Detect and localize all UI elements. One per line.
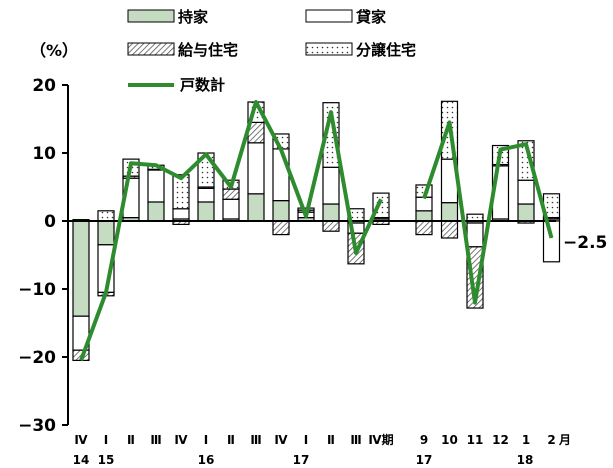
bar-kashiya xyxy=(322,166,340,205)
bar-mochiie xyxy=(440,202,459,222)
bar-bunjo xyxy=(97,210,115,222)
bar-kyuyo xyxy=(440,220,459,239)
x-year-label: 15 xyxy=(98,453,115,467)
x-tick-label: Ⅲ xyxy=(150,433,161,447)
bar-kashiya xyxy=(466,222,484,248)
bar-kashiya xyxy=(197,187,215,203)
bar-kyuyo xyxy=(322,220,340,232)
x-tick-label: Ⅳ xyxy=(74,433,88,447)
bar-kashiya xyxy=(542,220,561,263)
bar-kyuyo xyxy=(415,220,433,236)
legend-label-kashiya: 貸家 xyxy=(356,8,386,26)
total-series-line xyxy=(79,100,383,362)
y-tick-label: −30 xyxy=(18,416,56,436)
bar-mochiie xyxy=(97,220,115,246)
x-tick-label: 11 xyxy=(467,433,484,447)
bar-kashiya xyxy=(222,198,240,220)
bar-kashiya xyxy=(272,148,290,202)
bar-kashiya xyxy=(415,196,433,212)
x-tick-label: Ⅱ xyxy=(327,433,335,447)
legend-label-kyuyo: 給与住宅 xyxy=(178,41,238,59)
legend-swatch-kyuyo xyxy=(127,42,175,56)
bar-kashiya xyxy=(247,142,265,195)
x-tick-label: 1 xyxy=(522,433,530,447)
bar-bunjo xyxy=(172,174,190,210)
total-line xyxy=(79,100,554,362)
legend-label-bunjo: 分譲住宅 xyxy=(356,41,416,59)
x-year-label: 14 xyxy=(73,453,90,467)
x-axis-labels: Ⅳ Ⅰ Ⅱ Ⅲ Ⅳ Ⅰ Ⅱ Ⅲ Ⅳ Ⅰ Ⅱ Ⅲ Ⅳ期 9 10 11 12 1 2 月14 15 16 17 17 18 xyxy=(73,432,571,467)
bar-kyuyo xyxy=(222,188,240,200)
x-tick-label: Ⅲ xyxy=(350,433,361,447)
y-tick-label: 10 xyxy=(32,144,56,164)
legend: 持家 貸家 給与住宅 分譲住宅 戸数計 xyxy=(127,8,416,94)
bar-bunjo xyxy=(517,140,535,181)
x-tick-label: Ⅱ xyxy=(127,433,135,447)
bar-kashiya xyxy=(517,179,535,205)
bar-mochiie xyxy=(415,210,433,222)
bar-bunjo xyxy=(466,213,484,222)
x-tick-label: Ⅳ xyxy=(174,433,188,447)
total-series-line xyxy=(422,120,554,305)
x-year-label: 18 xyxy=(517,453,534,467)
legend-swatch-kashiya xyxy=(305,9,353,23)
legend-label-total: 戸数計 xyxy=(180,76,225,94)
x-tick-label: 9 xyxy=(420,433,428,447)
y-tick-label: 0 xyxy=(44,212,56,232)
bar-mochiie xyxy=(272,200,290,222)
x-tick-label: 月 xyxy=(558,433,571,447)
bar-mochiie xyxy=(322,203,340,222)
x-tick-label: Ⅰ xyxy=(204,433,208,447)
x-tick-label: Ⅲ xyxy=(250,433,261,447)
x-tick-label: 10 xyxy=(441,433,458,447)
bar-mochiie xyxy=(197,201,215,222)
y-tick-label: −10 xyxy=(18,280,56,300)
bar-kashiya xyxy=(147,169,165,203)
x-tick-label: 12 xyxy=(492,433,509,447)
legend-swatch-bunjo xyxy=(305,42,353,56)
x-year-label: 16 xyxy=(198,453,215,467)
unit-label: （%） xyxy=(30,41,78,60)
y-tick-label: 20 xyxy=(32,76,56,96)
x-tick-label: 2 xyxy=(547,433,555,447)
bar-kyuyo xyxy=(272,220,290,236)
x-year-label: 17 xyxy=(416,453,433,467)
x-tick-label: Ⅰ xyxy=(104,433,108,447)
legend-swatch-mochiie xyxy=(127,9,175,23)
x-tick-label: Ⅳ xyxy=(274,433,288,447)
last-value-label: −2.5 xyxy=(563,233,607,253)
x-tick-label: Ⅱ xyxy=(227,433,235,447)
bar-mochiie xyxy=(72,220,90,317)
x-tick-label: Ⅰ xyxy=(304,433,308,447)
legend-label-mochiie: 持家 xyxy=(178,8,208,26)
y-axis: 20 10 0 −10 −20 −30 xyxy=(18,76,69,436)
bar-mochiie xyxy=(247,193,265,222)
x-year-label: 17 xyxy=(293,453,310,467)
y-tick-label: −20 xyxy=(18,348,56,368)
bar-bunjo xyxy=(322,102,340,168)
bar-mochiie xyxy=(517,203,535,222)
bar-kashiya xyxy=(172,208,190,220)
bar-mochiie xyxy=(147,201,165,222)
x-tick-label: Ⅳ期 xyxy=(368,432,393,447)
